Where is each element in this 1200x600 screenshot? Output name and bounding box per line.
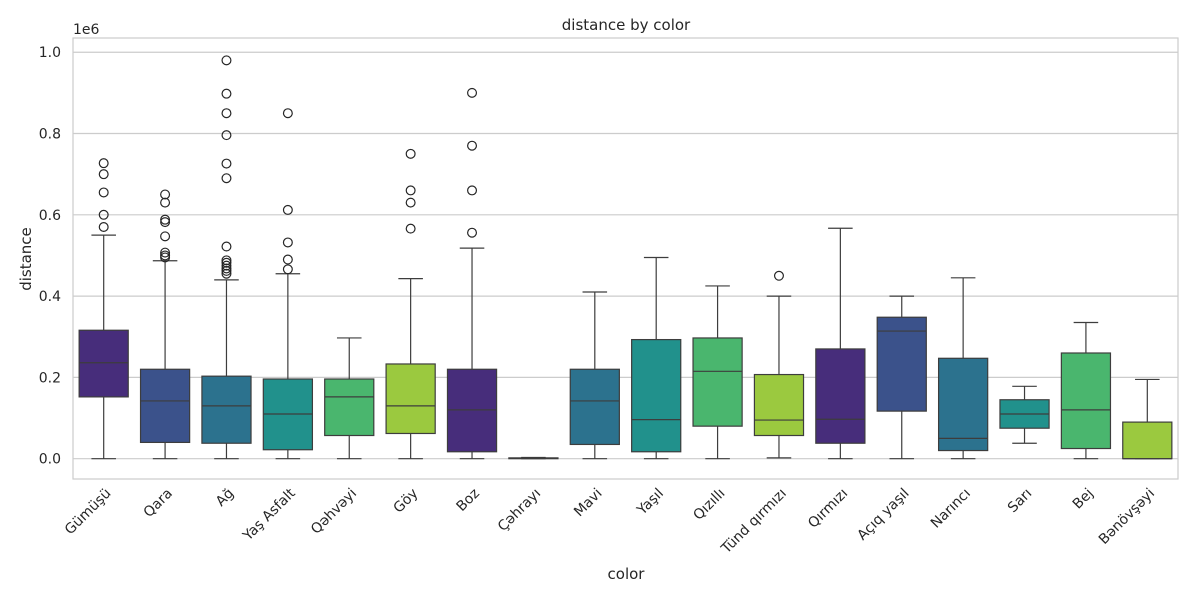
grid-lines (73, 51, 1178, 460)
iqr-box (937, 357, 989, 452)
iqr-box (753, 373, 805, 437)
box-14 (937, 277, 989, 460)
outlier-point (282, 264, 293, 275)
box-13 (876, 295, 927, 460)
iqr-box (385, 363, 436, 435)
box-2 (201, 55, 252, 460)
outlier-point (221, 241, 232, 252)
y-tick-label: 0.8 (39, 127, 61, 143)
iqr-box (569, 368, 620, 446)
outlier-point (160, 247, 171, 258)
box-7 (508, 456, 559, 460)
outlier-point (405, 197, 416, 208)
box-0 (78, 158, 129, 460)
y-axis-scale-label: 1e6 (73, 22, 100, 38)
outlier-point (221, 265, 232, 276)
box-12 (815, 227, 866, 460)
iqr-box (139, 368, 191, 444)
outlier-point (98, 187, 109, 198)
outlier-point (221, 130, 232, 141)
outlier-point (221, 88, 232, 99)
iqr-box (446, 368, 498, 453)
outlier-point (160, 189, 171, 200)
outlier-point (160, 214, 171, 225)
outlier-point (98, 222, 109, 233)
iqr-box (1060, 352, 1112, 450)
outlier-point (221, 173, 232, 184)
outlier-point (160, 217, 171, 228)
outlier-point (98, 169, 109, 180)
plot-area-frame (72, 37, 1179, 480)
outlier-point (405, 185, 416, 196)
box-9 (631, 256, 682, 460)
box-3 (262, 108, 314, 460)
y-axis-label: distance (17, 227, 35, 291)
y-tick-label: 0.0 (39, 452, 61, 468)
outlier-point (221, 263, 232, 274)
y-tick-label: 0.2 (39, 370, 61, 386)
outlier-point (282, 237, 293, 248)
y-tick-label: 0.6 (39, 208, 61, 224)
box-6 (446, 87, 498, 460)
outlier-point (160, 231, 171, 242)
outlier-point (467, 227, 478, 238)
outlier-point (405, 148, 416, 159)
iqr-box (876, 316, 927, 412)
box-8 (569, 291, 620, 460)
outlier-point (160, 250, 171, 261)
x-axis-label: color (608, 565, 646, 583)
outlier-point (282, 254, 293, 265)
iqr-box (692, 337, 743, 427)
outlier-point (160, 197, 171, 208)
iqr-box (1122, 421, 1173, 460)
boxes (78, 55, 1173, 460)
outlier-point (282, 204, 293, 215)
outlier-point (467, 87, 478, 98)
y-tick-label: 0.4 (39, 289, 61, 305)
outlier-point (221, 158, 232, 169)
iqr-box (631, 338, 682, 453)
iqr-box (324, 378, 375, 437)
box-17 (1122, 378, 1173, 460)
iqr-box (78, 329, 129, 398)
y-tick-labels: 0.0 0.2 0.4 0.6 0.8 1.0 (39, 45, 61, 467)
iqr-box (201, 375, 252, 444)
outlier-point (98, 158, 109, 169)
box-10 (692, 285, 743, 460)
box-5 (385, 148, 436, 460)
outlier-point (467, 140, 478, 151)
outlier-point (467, 185, 478, 196)
outlier-point (221, 268, 232, 279)
chart-title: distance by color (562, 16, 691, 34)
outlier-point (221, 260, 232, 271)
iqr-box (815, 348, 866, 444)
outlier-point (405, 223, 416, 234)
y-tick-label: 1.0 (39, 45, 61, 61)
box-4 (324, 337, 375, 460)
box-11 (753, 270, 805, 459)
outlier-point (221, 108, 232, 119)
outlier-point (282, 108, 293, 119)
outlier-point (221, 55, 232, 66)
box-16 (1060, 321, 1112, 460)
outlier-point (221, 255, 232, 266)
outlier-point (98, 209, 109, 220)
outlier-point (773, 270, 784, 281)
outlier-point (221, 257, 232, 268)
box-15 (999, 385, 1050, 444)
box-1 (139, 189, 191, 460)
